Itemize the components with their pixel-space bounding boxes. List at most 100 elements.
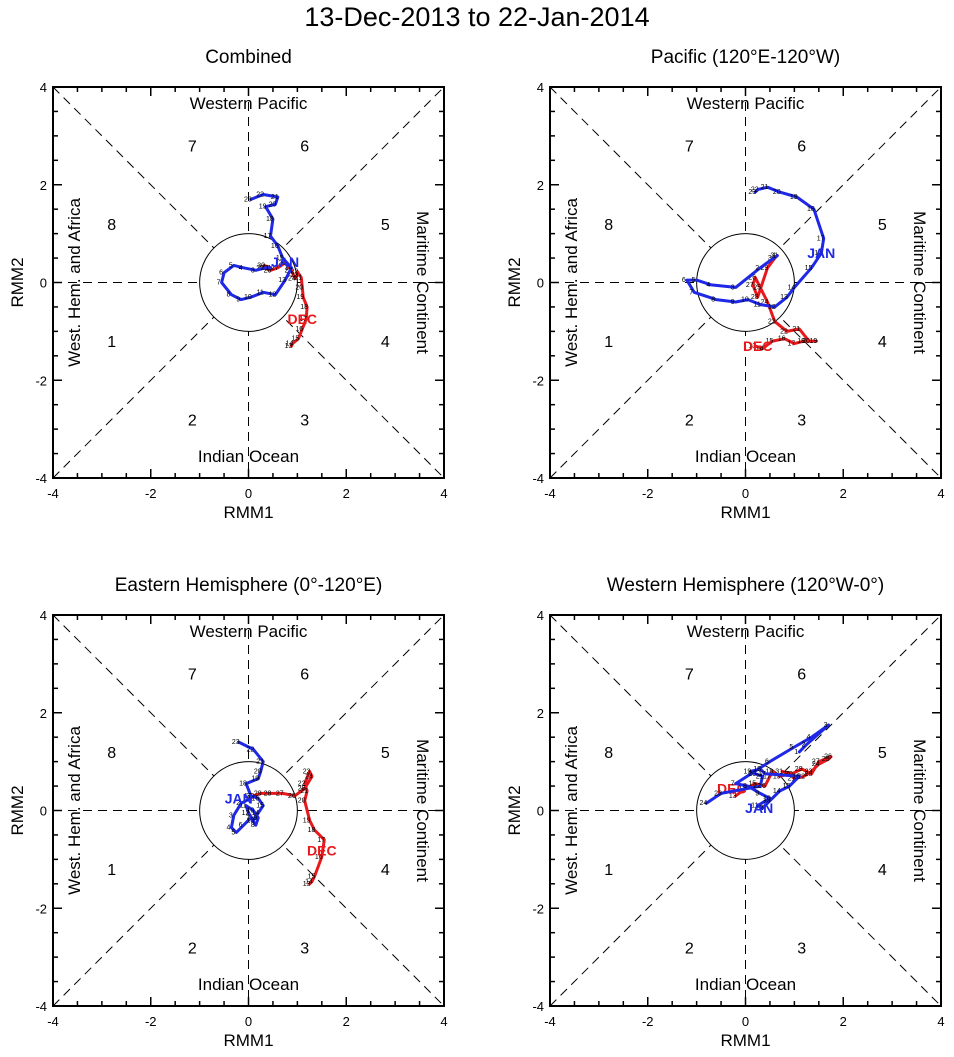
day-label: 14	[286, 341, 294, 348]
day-label: 20	[773, 189, 781, 196]
day-label: 22	[256, 192, 264, 199]
day-label: 18	[300, 304, 308, 311]
phase-number-6: 6	[797, 667, 806, 684]
day-label: 17	[317, 837, 325, 844]
day-label: 9	[253, 815, 257, 822]
day-label: 19	[259, 204, 267, 211]
day-label: 5	[692, 277, 696, 284]
x-tick-label: 4	[440, 486, 447, 501]
y-tick-label: 2	[40, 706, 47, 721]
day-label: 3	[731, 284, 735, 291]
phase-number-8: 8	[107, 217, 116, 234]
x-tick-label: 0	[742, 486, 749, 501]
day-label: 13	[246, 817, 254, 824]
day-label: 7	[217, 280, 221, 287]
day-label: 16	[792, 773, 800, 780]
day-label: 22	[246, 746, 254, 753]
y-tick-label: -2	[35, 901, 47, 916]
phase-number-1: 1	[604, 862, 613, 879]
day-label: 10	[244, 294, 252, 301]
day-label: 13	[763, 798, 771, 805]
day-label: 5	[789, 744, 793, 751]
day-label: 19	[790, 194, 798, 201]
day-label: 16	[758, 783, 766, 790]
region-label-left: West. Hem. and Africa	[65, 726, 84, 895]
series-line-dec	[751, 254, 818, 350]
phase-number-5: 5	[878, 745, 887, 762]
series-line-jan	[229, 740, 265, 834]
month-label-jan: JAN	[271, 254, 299, 270]
region-label-bottom: Indian Ocean	[695, 447, 796, 466]
day-label: 21	[294, 275, 302, 282]
day-label: 23	[748, 189, 756, 196]
day-label: 17	[787, 341, 795, 348]
day-label: 17	[817, 236, 825, 243]
unit-circle	[696, 761, 795, 860]
y-tick-label: -2	[532, 901, 544, 916]
phase-number-7: 7	[685, 139, 694, 156]
day-label: 17	[758, 771, 766, 778]
day-label: 11	[754, 301, 761, 308]
day-label: 13	[285, 343, 293, 350]
day-label: 3	[251, 267, 255, 274]
day-label: 26	[288, 793, 296, 800]
x-tick-label: -4	[47, 486, 59, 501]
day-label: 22	[290, 269, 298, 276]
day-label: 20	[254, 768, 262, 775]
day-label: 14	[251, 810, 259, 817]
day-label: 4	[807, 734, 811, 741]
day-label: 26	[824, 754, 832, 761]
day-label: 16	[251, 795, 259, 802]
x-tick-label: -2	[145, 1014, 157, 1029]
day-label: 3	[229, 812, 233, 819]
day-label: 6	[219, 270, 223, 277]
month-label-jan: JAN	[807, 245, 835, 261]
day-label: 14	[787, 284, 795, 291]
day-label: 29	[795, 766, 803, 773]
day-label: 19	[303, 817, 311, 824]
day-label: 29	[254, 790, 262, 797]
day-label: 3	[824, 722, 828, 729]
day-label: 24	[700, 800, 708, 807]
series-line-jan	[685, 185, 826, 309]
y-tick-label: 4	[537, 608, 544, 623]
y-tick-label: 0	[40, 804, 47, 819]
day-label: 18	[239, 781, 247, 788]
day-label: 23	[714, 790, 722, 797]
day-label: 7	[689, 289, 693, 296]
day-label: 1	[794, 749, 798, 756]
panel-title: Combined	[205, 47, 292, 68]
day-label: 4	[706, 282, 710, 289]
day-label: 8	[743, 783, 747, 790]
day-label: 23	[232, 739, 240, 746]
month-label-dec: DEC	[287, 311, 317, 327]
day-label: 11	[751, 803, 758, 810]
day-label: 15	[291, 336, 299, 343]
day-label: 25	[753, 284, 761, 291]
phase-number-8: 8	[604, 745, 613, 762]
phase-number-4: 4	[878, 334, 887, 351]
month-label-dec: DEC	[307, 843, 337, 859]
day-label: 22	[298, 781, 306, 788]
x-tick-label: -4	[544, 1014, 556, 1029]
day-label: 28	[264, 267, 272, 274]
panel-2: Pacific (120°E-120°W)-4 -2 0 2 4-4-2024RMM1R…	[505, 47, 945, 522]
month-label-jan: JAN	[745, 800, 773, 816]
day-label: 25	[298, 786, 306, 793]
y-tick-label: -4	[35, 471, 47, 486]
day-label: 6	[765, 759, 769, 766]
day-label: 19	[296, 294, 304, 301]
day-label: 21	[792, 326, 800, 333]
day-label: 16	[778, 336, 786, 343]
day-label: 28	[805, 771, 813, 778]
y-tick-label: 0	[40, 276, 47, 291]
day-label: 13	[278, 277, 286, 284]
phase-number-1: 1	[604, 334, 613, 351]
day-label: 22	[797, 773, 805, 780]
day-label: 2	[261, 265, 265, 272]
day-label: 15	[783, 783, 791, 790]
day-label: 28	[264, 790, 272, 797]
phase-number-3: 3	[300, 412, 309, 429]
day-label: 14	[773, 788, 781, 795]
day-label: 16	[295, 326, 303, 333]
